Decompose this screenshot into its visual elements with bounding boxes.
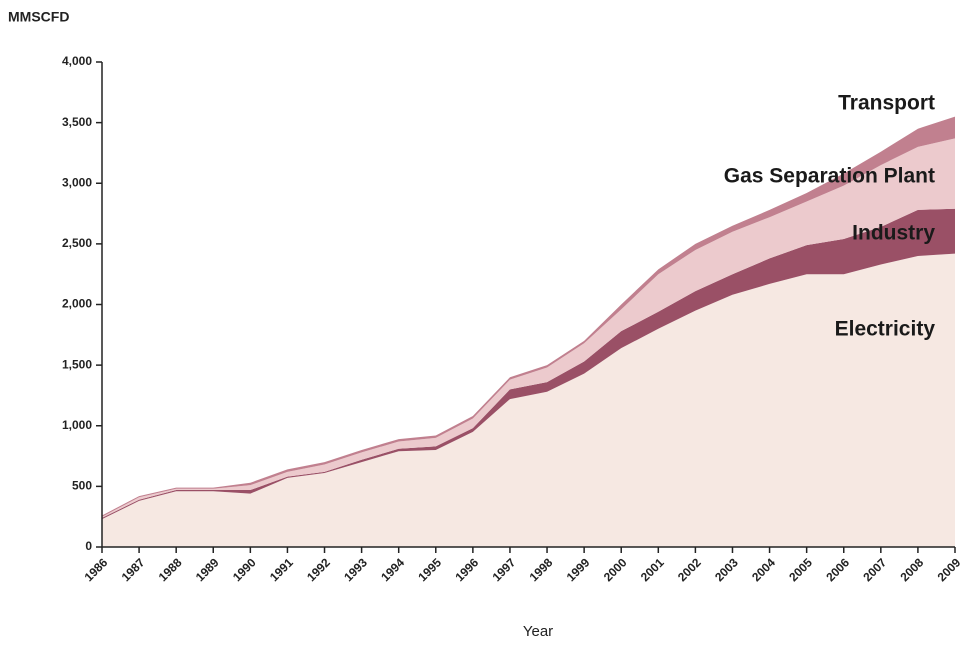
area (102, 253, 955, 547)
x-tick-label: 2001 (638, 555, 667, 584)
y-tick-label: 4,000 (62, 54, 92, 68)
x-tick-label: 1999 (564, 555, 593, 584)
y-tick-label: 1,000 (62, 418, 92, 432)
x-tick-label: 2000 (601, 555, 630, 584)
x-tick-label: 1990 (230, 555, 259, 584)
x-tick-label: 1996 (452, 555, 481, 584)
y-tick-label: 2,500 (62, 236, 92, 250)
area (102, 138, 955, 518)
x-tick-label: 2006 (823, 555, 852, 584)
y-tick-label: 3,500 (62, 115, 92, 129)
x-tick-label: 1991 (267, 555, 296, 584)
area (102, 208, 955, 520)
x-axis-label: Year (523, 623, 553, 640)
x-tick-label: 1993 (341, 555, 370, 584)
x-tick-label: 2003 (712, 555, 741, 584)
x-tick-label: 1998 (527, 555, 556, 584)
series-label: Gas Separation Plant (724, 165, 935, 188)
y-axis-label: MMSCFD (8, 9, 69, 25)
y-tick-label: 0 (85, 539, 92, 553)
y-tick-label: 500 (72, 479, 92, 493)
series-label: Transport (838, 92, 935, 115)
x-tick-label: 2009 (935, 555, 964, 584)
x-tick-label: 2002 (675, 555, 704, 584)
x-tick-label: 2008 (897, 555, 926, 584)
series-label: Electricity (835, 318, 936, 341)
x-tick-label: 1988 (156, 555, 185, 584)
x-tick-label: 1992 (304, 555, 333, 584)
x-tick-label: 1994 (378, 555, 407, 584)
x-tick-label: 2004 (749, 555, 778, 584)
x-tick-label: 1987 (119, 555, 148, 584)
x-tick-label: 1986 (82, 555, 111, 584)
y-tick-label: 3,000 (62, 175, 92, 189)
series-label: Industry (852, 222, 935, 245)
x-tick-label: 1997 (490, 555, 519, 584)
x-tick-label: 1995 (415, 555, 444, 584)
y-tick-label: 1,500 (62, 357, 92, 371)
x-tick-label: 2005 (786, 555, 815, 584)
x-tick-label: 2007 (860, 555, 889, 584)
y-tick-label: 2,000 (62, 297, 92, 311)
x-tick-label: 1989 (193, 555, 222, 584)
